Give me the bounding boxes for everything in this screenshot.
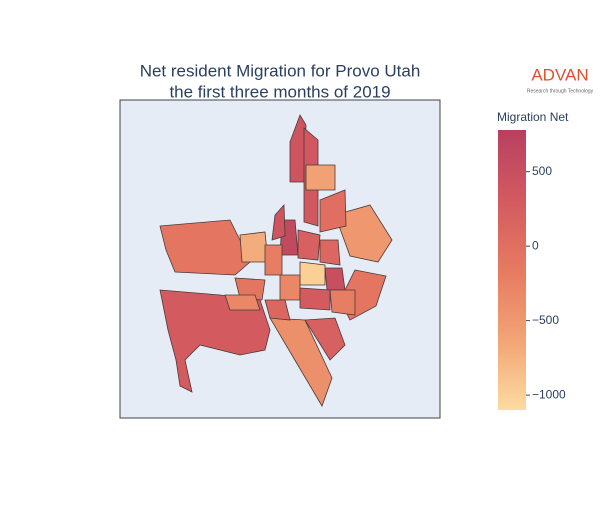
region [299, 287, 331, 311]
logo-tagline: Research through Technology [527, 88, 594, 94]
region [269, 317, 333, 407]
region [224, 294, 261, 311]
region [297, 229, 321, 261]
title-line: the first three months of 2019 [169, 82, 390, 101]
region [239, 231, 269, 263]
colorbar-title: Migration Net [497, 110, 569, 124]
logo: ADVAN [531, 65, 588, 84]
region [334, 204, 393, 263]
colorbar-tick-label: 500 [532, 164, 552, 178]
colorbar-tick-label: 0 [532, 238, 539, 252]
region [329, 289, 356, 316]
colorbar [498, 130, 526, 410]
region [159, 219, 251, 276]
title-line: Net resident Migration for Provo Utah [140, 61, 421, 80]
region [305, 164, 336, 191]
colorbar-tick-label: −1000 [532, 387, 566, 401]
region [271, 203, 286, 241]
region [319, 239, 341, 266]
region [319, 189, 347, 233]
region [264, 299, 291, 321]
region [279, 274, 301, 301]
region [324, 267, 346, 291]
region [304, 317, 346, 361]
colorbar-tick-label: −500 [532, 313, 559, 327]
map [159, 114, 393, 407]
region [299, 261, 326, 286]
region [234, 277, 266, 301]
region [264, 244, 283, 276]
colorbar-ticks: 500 0 −500 −1000 [526, 164, 566, 401]
